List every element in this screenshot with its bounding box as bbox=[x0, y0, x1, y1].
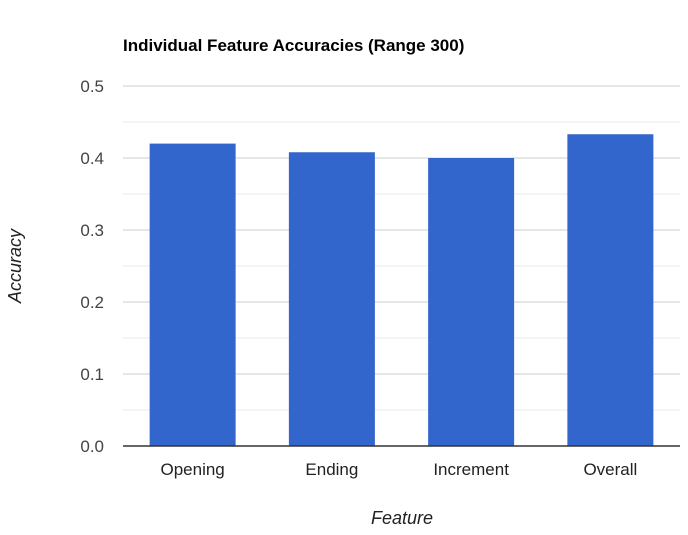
bar-ending[interactable] bbox=[288, 152, 375, 447]
y-tick-label: 0.5 bbox=[80, 77, 104, 96]
chart-title: Individual Feature Accuracies (Range 300… bbox=[123, 36, 464, 55]
y-tick-label: 0.3 bbox=[80, 221, 104, 240]
y-tick-label: 0.1 bbox=[80, 365, 104, 384]
y-tick-label: 0.0 bbox=[80, 437, 104, 456]
y-tick-label: 0.4 bbox=[80, 149, 104, 168]
bar-overall[interactable] bbox=[567, 134, 654, 447]
x-tick-label: Overall bbox=[583, 460, 637, 479]
x-tick-label: Ending bbox=[305, 460, 358, 479]
bar-opening[interactable] bbox=[149, 143, 236, 446]
y-tick-label: 0.2 bbox=[80, 293, 104, 312]
y-tick-labels: 0.0 0.1 0.2 0.3 0.4 0.5 bbox=[80, 77, 104, 456]
x-tick-labels: Opening Ending Increment Overall bbox=[160, 460, 637, 479]
x-tick-label: Opening bbox=[160, 460, 224, 479]
y-axis-label: Accuracy bbox=[5, 228, 25, 304]
x-axis-label: Feature bbox=[371, 508, 433, 528]
bar-increment[interactable] bbox=[428, 158, 515, 446]
bars-layer bbox=[149, 134, 654, 447]
x-tick-label: Increment bbox=[433, 460, 509, 479]
